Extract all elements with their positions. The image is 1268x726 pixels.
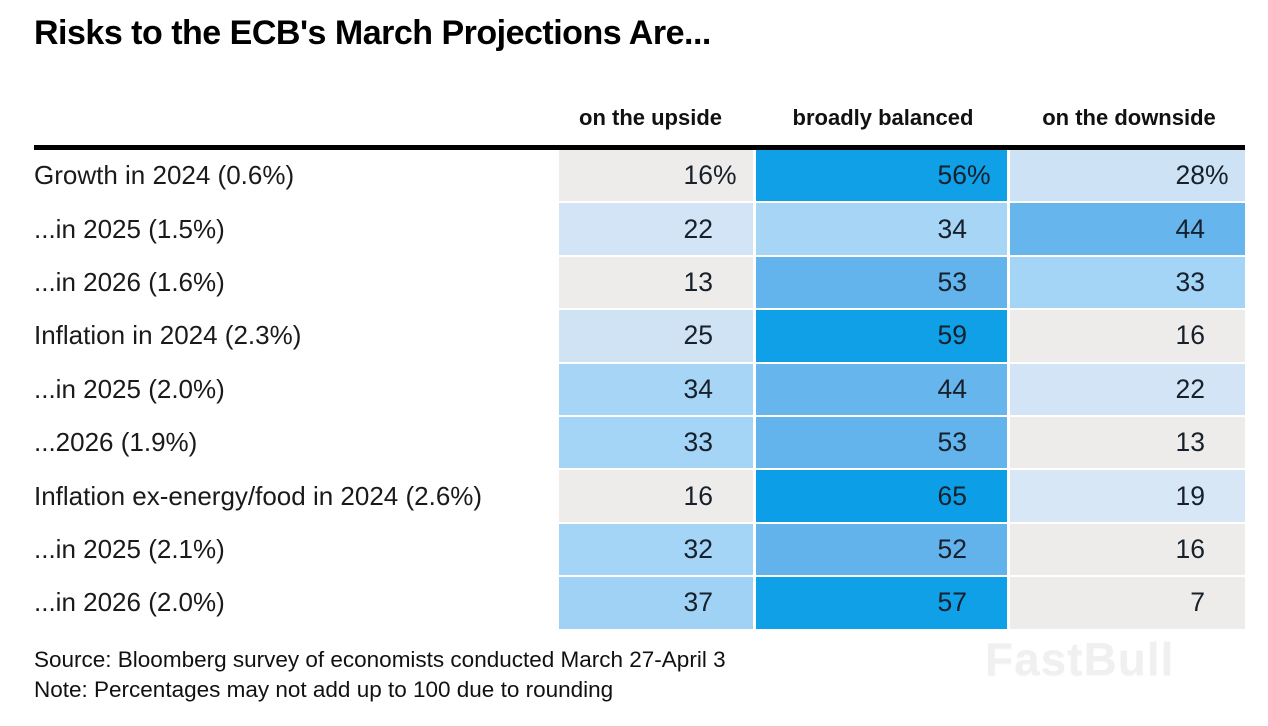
cell-value: 65 [937,480,967,511]
cell-value: 57 [937,587,967,618]
cell-value: 34 [683,373,713,404]
column-header-upside: on the upside [579,105,722,130]
heatmap-cell: 65 [756,470,1007,522]
heatmap-cell: 34 [756,203,1007,255]
heatmap-cell: 37 [559,577,753,629]
cell-value: 52 [937,533,967,564]
heatmap-cell: 22 [1010,363,1245,415]
cell-value: 37 [683,587,713,618]
row-label: Growth in 2024 (0.6%) [34,150,556,202]
cell-value: 13 [683,266,713,297]
row-label: ...in 2025 (1.5%) [34,203,556,255]
heatmap-cell: 16 [1010,310,1245,362]
cell-value: 7 [1190,587,1205,618]
header-rule [34,145,1245,150]
row-label: ...in 2025 (2.1%) [34,523,556,576]
cell-value: 16 [1175,320,1205,351]
heatmap-grid: Growth in 2024 (0.6%) 16% 56% 28% ...in 2025… [34,150,1245,629]
column-header-balanced: broadly balanced [792,105,974,130]
heatmap-cell: 44 [1010,203,1245,255]
cell-value: 16% [683,160,737,191]
heatmap-cell: 7 [1010,577,1245,629]
cell-value: 19 [1175,480,1205,511]
cell-value: 53 [937,427,967,458]
heatmap-cell: 13 [559,256,753,309]
heatmap-cell: 53 [756,256,1007,309]
page-title: Risks to the ECB's March Projections Are… [34,14,711,52]
heatmap-cell: 59 [756,310,1007,362]
cell-value: 13 [1175,427,1205,458]
cell-value: 32 [683,533,713,564]
row-label: ...in 2026 (1.6%) [34,256,556,309]
heatmap-cell: 13 [1010,416,1245,469]
cell-value: 16 [1175,533,1205,564]
cell-value: 22 [1175,373,1205,404]
heatmap-cell: 34 [559,363,753,415]
cell-value: 59 [937,320,967,351]
cell-value: 53 [937,266,967,297]
heatmap-cell: 33 [1010,256,1245,309]
heatmap-cell: 25 [559,310,753,362]
cell-value: 22 [683,213,713,244]
cell-value: 25 [683,320,713,351]
cell-value: 16 [683,480,713,511]
watermark: FastBull [985,633,1175,685]
row-label: ...in 2025 (2.0%) [34,363,556,415]
heatmap-cell: 44 [756,363,1007,415]
heatmap-cell: 32 [559,523,753,576]
heatmap-cell: 33 [559,416,753,469]
heatmap-cell: 16 [1010,523,1245,576]
row-label: ...2026 (1.9%) [34,416,556,469]
row-label: Inflation ex-energy/food in 2024 (2.6%) [34,470,556,522]
column-header-downside: on the downside [1042,105,1216,130]
cell-value: 28% [1175,160,1229,191]
cell-value: 44 [937,373,967,404]
cell-value: 44 [1175,213,1205,244]
cell-value: 33 [1175,266,1205,297]
heatmap-cell: 19 [1010,470,1245,522]
heatmap-cell: 53 [756,416,1007,469]
heatmap-cell: 52 [756,523,1007,576]
cell-value: 56% [937,160,991,191]
row-label: Inflation in 2024 (2.3%) [34,310,556,362]
footer: Source: Bloomberg survey of economists c… [34,645,726,705]
heatmap-cell: 28% [1010,150,1245,202]
cell-value: 34 [937,213,967,244]
heatmap-cell: 16 [559,470,753,522]
row-label: ...in 2026 (2.0%) [34,577,556,629]
heatmap-cell: 56% [756,150,1007,202]
heatmap-cell: 57 [756,577,1007,629]
heatmap-cell: 16% [559,150,753,202]
source-text: Source: Bloomberg survey of economists c… [34,647,726,672]
cell-value: 33 [683,427,713,458]
heatmap-cell: 22 [559,203,753,255]
note-text: Note: Percentages may not add up to 100 … [34,677,614,702]
